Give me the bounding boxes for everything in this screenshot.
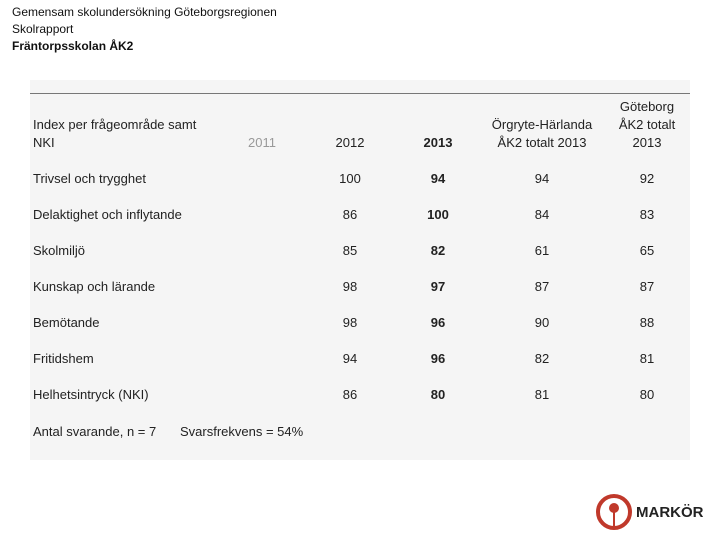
row-label: Delaktighet och inflytande (33, 207, 182, 222)
cell-value: 88 (639, 315, 655, 330)
cell-value: 80 (430, 387, 446, 402)
cell-value: 87 (534, 279, 550, 294)
column-header: ÅK2 totalt (618, 117, 676, 132)
cell-value: 85 (342, 243, 358, 258)
column-header: Göteborg (619, 99, 675, 114)
logo: MARKÖR (596, 494, 704, 530)
cell-value: 82 (430, 243, 446, 258)
cell-value: 84 (534, 207, 550, 222)
row-label: Bemötande (33, 315, 100, 330)
logo-ring (596, 494, 632, 530)
cell-value: 94 (342, 351, 358, 366)
cell-value: 65 (639, 243, 655, 258)
footer-text: Antal svarande, n = 7 (33, 424, 157, 439)
cell-value: 98 (342, 279, 358, 294)
column-header: 2011 (248, 135, 276, 150)
cell-value: 94 (430, 171, 446, 186)
cell-value: 98 (342, 315, 358, 330)
cell-value: 81 (534, 387, 550, 402)
header-line: Gemensam skolundersökning Göteborgsregio… (12, 5, 277, 19)
cell-value: 96 (430, 351, 446, 366)
cell-value: 82 (534, 351, 550, 366)
row-label: Fritidshem (33, 351, 94, 366)
cell-value: 100 (339, 171, 361, 186)
logo-text: MARKÖR (636, 504, 704, 521)
column-header: NKI (33, 135, 55, 150)
cell-value: 100 (427, 207, 449, 222)
row-label: Kunskap och lärande (33, 279, 156, 294)
cell-value: 96 (430, 315, 446, 330)
header-rule (30, 93, 690, 94)
cell-value: 97 (430, 279, 446, 294)
cell-value: 90 (534, 315, 550, 330)
column-header: Örgryte-Härlanda (491, 117, 593, 132)
column-header: 2013 (632, 135, 662, 150)
logo-dot (609, 503, 619, 513)
column-header: Index per frågeområde samt (33, 117, 197, 132)
header-line: Skolrapport (12, 22, 74, 36)
cell-value: 94 (534, 171, 550, 186)
column-header: ÅK2 totalt 2013 (497, 135, 587, 150)
cell-value: 87 (639, 279, 655, 294)
cell-value: 92 (639, 171, 655, 186)
footer-text: Svarsfrekvens = 54% (180, 424, 304, 439)
row-label: Trivsel och trygghet (33, 171, 146, 186)
cell-value: 86 (342, 387, 358, 402)
table-background (30, 80, 690, 460)
cell-value: 61 (534, 243, 550, 258)
row-label: Helhetsintryck (NKI) (33, 387, 149, 402)
column-header: 2012 (335, 135, 365, 150)
cell-value: 81 (639, 351, 655, 366)
cell-value: 86 (342, 207, 358, 222)
cell-value: 80 (639, 387, 655, 402)
cell-value: 83 (639, 207, 655, 222)
row-label: Skolmiljö (33, 243, 86, 258)
school-name: Fräntorpsskolan ÅK2 (12, 39, 134, 53)
column-header: 2013 (423, 135, 453, 150)
report-header: Gemensam skolundersökning Göteborgsregio… (12, 4, 277, 55)
